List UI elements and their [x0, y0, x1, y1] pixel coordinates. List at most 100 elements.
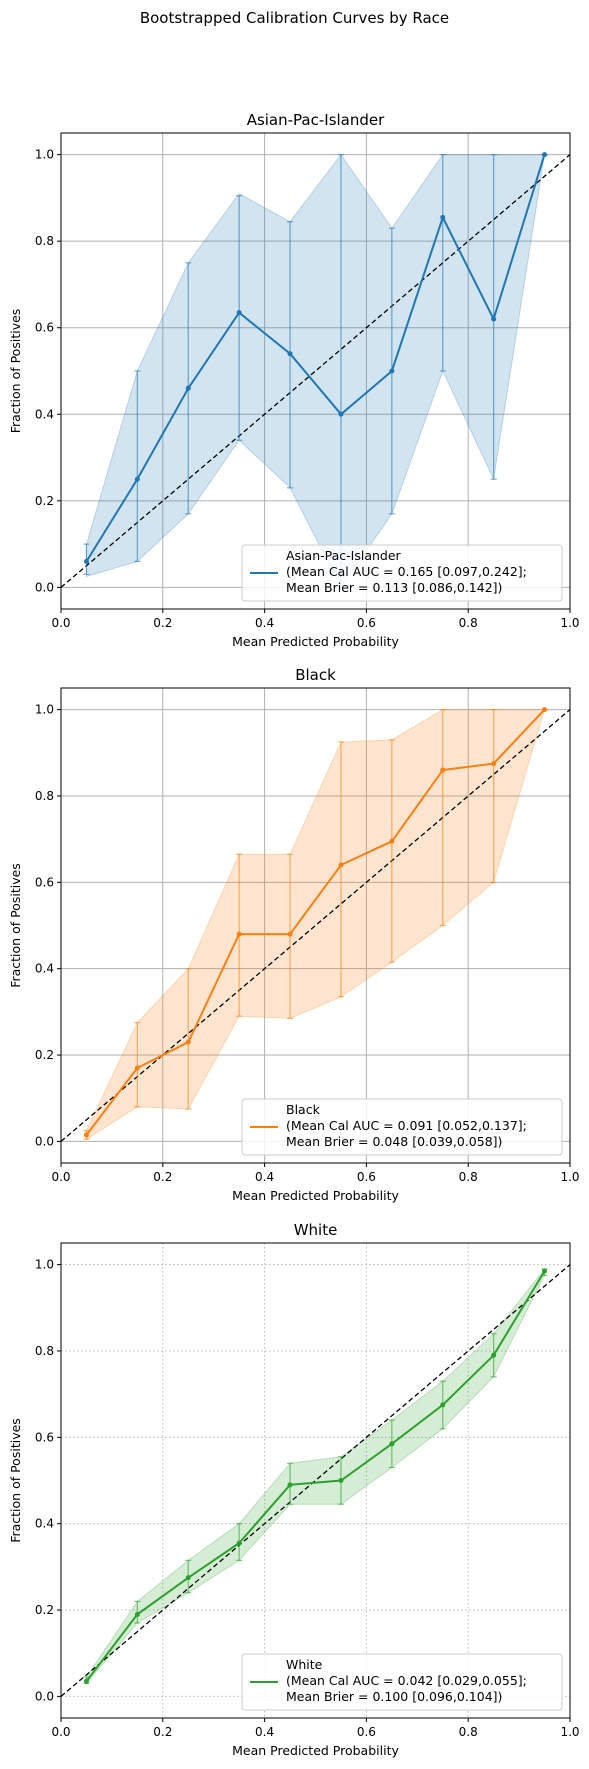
legend-label: Mean Brier = 0.048 [0.039,0.058])	[286, 1134, 502, 1149]
legend-label: (Mean Cal AUC = 0.042 [0.029,0.055];	[286, 1673, 527, 1688]
data-point	[287, 931, 293, 937]
legend-box	[241, 544, 563, 602]
perfect-calibration-line	[60, 154, 571, 588]
legend-label: Mean Brier = 0.100 [0.096,0.104])	[286, 1689, 502, 1704]
y-tick-label: 0.0	[35, 580, 54, 594]
error-bar	[236, 195, 243, 441]
chart-panel-2: 0.0 0.2 0.4 0.6 0.8 1.0 0.0 0.2 0.4 0.6 0.8 1.0 Whit…	[8, 1221, 580, 1758]
confidence-band	[86, 709, 546, 1141]
data-point	[134, 1611, 140, 1617]
data-point	[236, 1540, 242, 1546]
legend: Asian-Pac-Islander(Mean Cal AUC = 0.165 …	[241, 544, 563, 602]
data-point	[134, 1065, 140, 1071]
chart-title: Black	[295, 666, 336, 684]
x-tick-label: 0.8	[459, 1725, 478, 1739]
y-axis-label: Fraction of Positives	[8, 863, 23, 988]
x-tick-label: 1.0	[560, 1725, 579, 1739]
legend-label: White	[286, 1657, 323, 1672]
y-tick-label: 0.2	[35, 1048, 54, 1062]
data-point	[440, 767, 446, 773]
data-point	[83, 1678, 89, 1684]
data-point	[542, 152, 548, 158]
data-point	[236, 931, 242, 937]
legend-label: Asian-Pac-Islander	[286, 548, 402, 563]
axes-frame	[60, 1242, 571, 1719]
y-tick-label: 0.6	[35, 321, 54, 335]
x-tick-label: 0.6	[357, 616, 376, 630]
data-point	[491, 1352, 497, 1358]
y-tick-label: 1.0	[35, 703, 54, 717]
data-point	[185, 1575, 191, 1581]
data-point	[440, 1402, 446, 1408]
data-point	[389, 368, 395, 374]
legend: Black(Mean Cal AUC = 0.091 [0.052,0.137]…	[241, 1098, 563, 1156]
x-tick-label: 0.2	[153, 1725, 172, 1739]
axes-frame	[60, 687, 571, 1164]
data-point	[185, 1039, 191, 1045]
legend-label: (Mean Cal AUC = 0.091 [0.052,0.137];	[286, 1118, 527, 1133]
x-axis-label: Mean Predicted Probability	[232, 1188, 399, 1203]
legend-label: Black	[286, 1102, 321, 1117]
y-tick-label: 0.6	[35, 1430, 54, 1444]
data-point	[389, 1441, 395, 1447]
confidence-band	[86, 153, 546, 589]
y-tick-label: 0.4	[35, 1517, 54, 1531]
x-tick-label: 0.2	[153, 616, 172, 630]
data-point	[83, 558, 89, 564]
x-tick-label: 1.0	[560, 616, 579, 630]
y-tick-label: 0.0	[35, 1689, 54, 1703]
error-bar	[388, 739, 395, 963]
chart-title: White	[294, 1221, 338, 1239]
data-point	[236, 310, 242, 316]
legend-label: Mean Brier = 0.113 [0.086,0.142])	[286, 580, 502, 595]
figure-suptitle: Bootstrapped Calibration Curves by Race	[140, 9, 449, 27]
x-tick-label: 0.6	[357, 1725, 376, 1739]
x-tick-label: 0.4	[255, 616, 274, 630]
data-point	[491, 761, 497, 767]
perfect-calibration-line	[60, 709, 571, 1142]
data-point	[542, 707, 548, 713]
data-point	[389, 838, 395, 844]
chart-title: Asian-Pac-Islander	[247, 111, 385, 129]
data-point	[542, 1268, 548, 1274]
y-tick-label: 0.4	[35, 962, 54, 976]
data-point	[185, 385, 191, 391]
data-point	[287, 1482, 293, 1488]
x-tick-label: 0.4	[255, 1725, 274, 1739]
calibration-curve	[85, 1270, 546, 1682]
y-tick-label: 1.0	[35, 1258, 54, 1272]
x-tick-label: 0.6	[357, 1170, 376, 1184]
x-axis-label: Mean Predicted Probability	[232, 1743, 399, 1758]
x-tick-label: 0.4	[255, 1170, 274, 1184]
legend: White(Mean Cal AUC = 0.042 [0.029,0.055]…	[241, 1653, 563, 1711]
data-point	[338, 411, 344, 417]
y-tick-label: 0.2	[35, 1603, 54, 1617]
error-bar	[490, 708, 497, 883]
data-point	[338, 862, 344, 868]
legend-box	[241, 1653, 563, 1711]
x-tick-label: 0.0	[51, 1725, 70, 1739]
y-axis-label: Fraction of Positives	[8, 309, 23, 434]
chart-panel-1: 0.0 0.2 0.4 0.6 0.8 1.0 0.0 0.2 0.4 0.6 0.8 1.0 Blac…	[8, 666, 580, 1203]
data-point	[338, 1478, 344, 1483]
error-bar	[134, 1022, 141, 1108]
x-tick-label: 0.0	[51, 616, 70, 630]
data-point	[440, 214, 446, 220]
legend-box	[241, 1098, 563, 1156]
calibration-curve	[85, 708, 546, 1136]
calibration-curve	[85, 154, 546, 562]
data-point	[134, 476, 140, 482]
confidence-band	[86, 1267, 545, 1685]
error-bar	[439, 708, 446, 927]
y-tick-label: 0.8	[35, 789, 54, 803]
y-tick-label: 0.6	[35, 875, 54, 889]
data-point	[83, 1132, 89, 1138]
y-tick-label: 0.8	[35, 1344, 54, 1358]
perfect-calibration-line	[60, 1264, 571, 1697]
x-tick-label: 0.8	[459, 1170, 478, 1184]
error-bar	[134, 370, 141, 563]
chart-panel-0: 0.0 0.2 0.4 0.6 0.8 1.0 0.0 0.2 0.4 0.6 0.8 1.0 Asia…	[8, 111, 580, 649]
x-tick-label: 0.8	[459, 616, 478, 630]
error-bar	[185, 968, 192, 1110]
